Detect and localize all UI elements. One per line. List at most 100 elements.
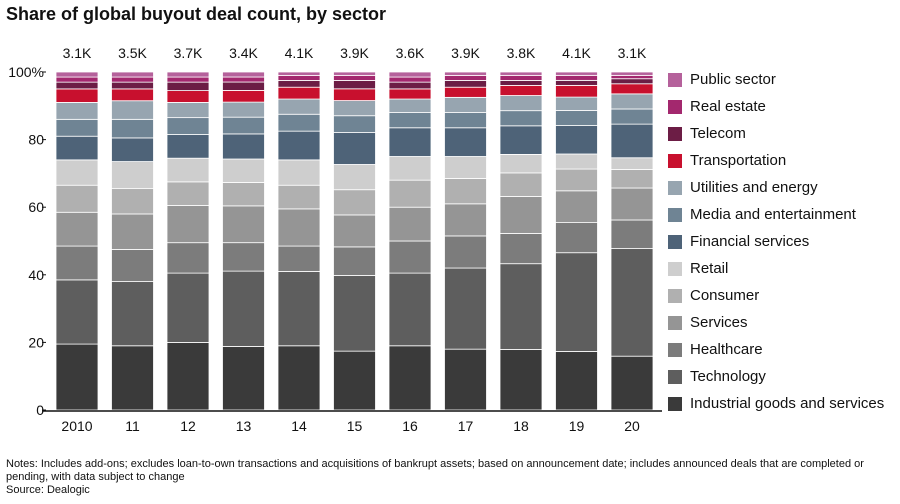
bar-segment-retail-19 [555, 153, 598, 170]
chart-title: Share of global buyout deal count, by se… [6, 4, 387, 24]
legend-item: Real estate [668, 93, 898, 120]
bar-segment-industrial-goods-and-services-13 [222, 346, 265, 411]
bar-segment-healthcare-13 [222, 242, 265, 272]
bar-segment-utilities-and-energy-19 [555, 96, 598, 111]
bar-segment-technology-15 [333, 275, 376, 352]
bar-segment-utilities-and-energy-17 [444, 96, 487, 113]
bar-segment-transportation-14 [277, 86, 321, 100]
bar-segment-retail-14 [277, 159, 321, 186]
bar-segment-utilities-and-energy-2010 [55, 102, 99, 120]
bar-segment-financial-services-2010 [55, 135, 99, 161]
legend-item: Technology [668, 363, 898, 390]
bar-segment-technology-12 [166, 272, 210, 343]
y-tick-label: 80 [28, 132, 44, 148]
notes-text: Notes: Includes add-ons; excludes loan-t… [6, 458, 864, 483]
bar-segment-real-estate-11 [111, 76, 154, 83]
legend-item: Media and entertainment [668, 201, 898, 228]
bar-segment-technology-2010 [55, 279, 99, 345]
bar-segment-real-estate-18 [499, 74, 543, 81]
bar-segment-public-sector-20 [610, 71, 654, 76]
legend-label: Telecom [690, 125, 746, 142]
bar-segment-technology-16 [388, 272, 432, 347]
bar-segment-transportation-19 [555, 84, 598, 98]
bar-segment-utilities-and-energy-13 [222, 101, 265, 118]
bar-segment-financial-services-17 [444, 127, 487, 157]
bar-segment-media-and-entertainment-12 [166, 117, 210, 135]
bar-segment-consumer-17 [444, 178, 487, 205]
bar-segment-transportation-11 [111, 88, 154, 102]
legend-label: Media and entertainment [690, 206, 856, 223]
legend-swatch [668, 288, 682, 303]
legend-swatch [668, 72, 682, 87]
bar-segment-transportation-16 [388, 88, 432, 100]
y-tick-label: 40 [28, 267, 44, 283]
legend-label: Technology [690, 368, 766, 385]
bar-segment-consumer-16 [388, 179, 432, 208]
bar-segment-industrial-goods-and-services-2010 [55, 343, 99, 411]
legend-swatch [668, 153, 682, 168]
bar-segment-healthcare-20 [610, 219, 654, 249]
total-label: 3.5K [118, 45, 147, 61]
y-tick-label: 0 [36, 402, 44, 418]
bar-segment-retail-15 [333, 164, 376, 191]
bar-segment-retail-13 [222, 158, 265, 183]
bar-segment-consumer-20 [610, 169, 654, 189]
total-label: 3.6K [396, 45, 425, 61]
bar-segment-services-20 [610, 187, 654, 221]
bar-segment-media-and-entertainment-15 [333, 115, 376, 133]
bar-segment-financial-services-15 [333, 132, 376, 165]
bar-segment-consumer-15 [333, 189, 376, 216]
bar-segment-services-12 [166, 205, 210, 244]
bar-segment-real-estate-20 [610, 74, 654, 80]
legend-item: Healthcare [668, 336, 898, 363]
bar-segment-transportation-20 [610, 83, 654, 95]
y-tick-label: 60 [28, 199, 44, 215]
bar-segment-industrial-goods-and-services-11 [111, 345, 154, 411]
bar-segment-financial-services-20 [610, 123, 654, 159]
footnotes: Notes: Includes add-ons; excludes loan-t… [6, 458, 891, 497]
bar-segment-services-18 [499, 196, 543, 234]
bar-segment-services-19 [555, 190, 598, 223]
bar-segment-media-and-entertainment-13 [222, 116, 265, 135]
bar-segment-industrial-goods-and-services-17 [444, 348, 487, 411]
legend-item: Services [668, 309, 898, 336]
bar-segment-transportation-17 [444, 86, 487, 98]
total-label: 3.9K [340, 45, 369, 61]
x-tick-label: 12 [180, 418, 196, 434]
bar-segment-services-2010 [55, 211, 99, 247]
legend-label: Services [690, 314, 748, 331]
bar-segment-real-estate-12 [166, 76, 210, 83]
bar-segment-financial-services-11 [111, 137, 154, 162]
legend-label: Healthcare [690, 341, 763, 358]
bar-segment-retail-20 [610, 157, 654, 170]
bar-segment-consumer-18 [499, 172, 543, 197]
bar-segment-real-estate-17 [444, 74, 487, 81]
bar-segment-consumer-2010 [55, 184, 99, 213]
bar-segment-consumer-14 [277, 184, 321, 210]
legend-label: Consumer [690, 287, 760, 304]
bar-segment-telecom-19 [555, 79, 598, 86]
bar-segment-technology-18 [499, 263, 543, 350]
bar-segment-financial-services-14 [277, 130, 321, 161]
bar-segment-consumer-12 [166, 181, 210, 206]
legend-label: Financial services [690, 233, 810, 250]
bar-segment-transportation-13 [222, 90, 265, 103]
bar-segment-utilities-and-energy-14 [277, 98, 321, 115]
x-tick-label: 20 [624, 418, 640, 434]
bar-segment-real-estate-13 [222, 76, 265, 83]
x-tick-label: 14 [291, 418, 307, 434]
bar-segment-telecom-16 [388, 81, 432, 90]
bar-segment-media-and-entertainment-11 [111, 118, 154, 139]
bar-segment-media-and-entertainment-18 [499, 110, 543, 127]
legend-item: Industrial goods and services [668, 390, 898, 417]
bar-segment-public-sector-15 [333, 71, 376, 76]
bar-segment-public-sector-13 [222, 71, 265, 78]
bar-segment-public-sector-17 [444, 71, 487, 76]
total-label: 4.1K [285, 45, 314, 61]
bar-segment-industrial-goods-and-services-15 [333, 350, 376, 411]
x-tick-label: 17 [458, 418, 474, 434]
bar-segment-utilities-and-energy-18 [499, 95, 543, 112]
bar-segment-healthcare-18 [499, 233, 543, 265]
bar-segment-technology-17 [444, 267, 487, 350]
bar-segment-telecom-18 [499, 80, 543, 86]
